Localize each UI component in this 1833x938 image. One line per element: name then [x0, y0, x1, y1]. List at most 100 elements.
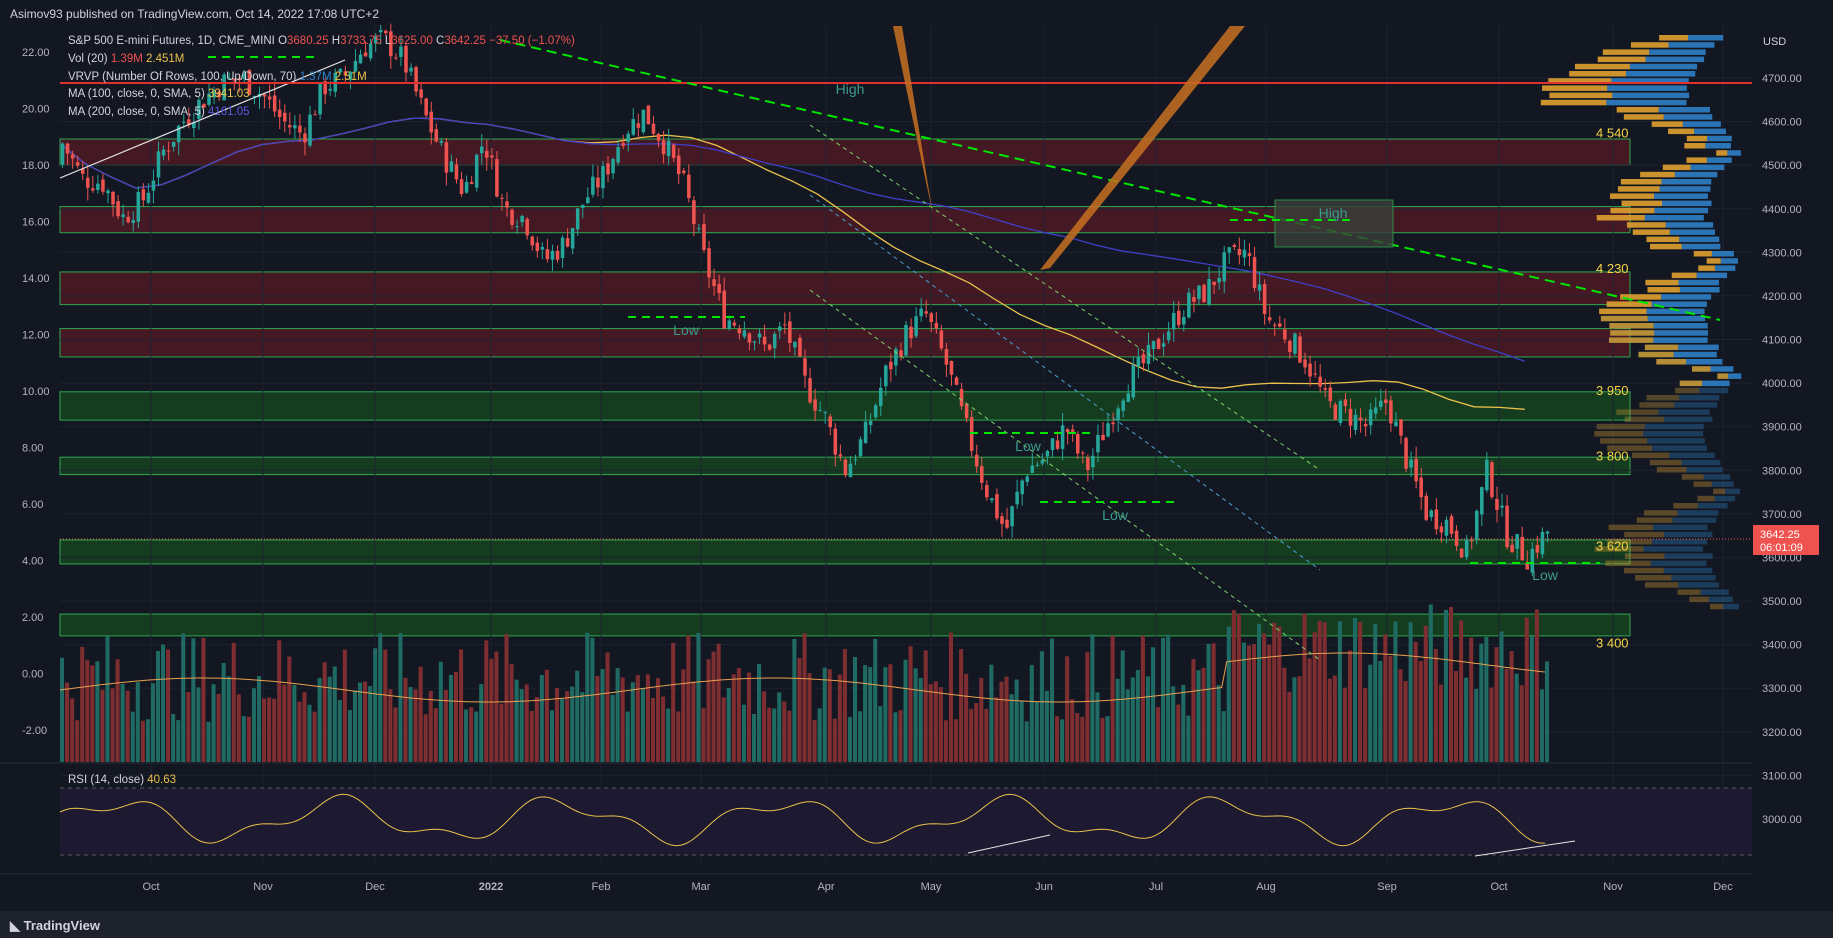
volume-bar: [1060, 719, 1065, 762]
vrvp-down-bar: [1623, 114, 1664, 120]
candle-body: [712, 279, 716, 287]
candle-body: [1480, 487, 1484, 515]
legend-vol: Vol (20) 1.39M 2.451M: [68, 53, 184, 65]
candle-body: [126, 216, 130, 223]
candle-body: [1187, 292, 1191, 318]
vrvp-down-bar: [1659, 35, 1688, 41]
vrvp-down-bar: [1675, 387, 1699, 394]
volume-bar: [1529, 636, 1534, 762]
vrvp-up-bar: [1651, 301, 1707, 307]
volume-bar: [812, 719, 817, 762]
volume-bar: [1145, 676, 1150, 762]
candle-body: [495, 159, 499, 197]
vrvp-down-bar: [1624, 553, 1665, 559]
left-tick: 0.00: [22, 669, 43, 681]
volume-bar: [1499, 631, 1504, 762]
left-tick: 20.00: [22, 104, 50, 116]
volume-bar: [1353, 617, 1358, 762]
candle-body: [75, 162, 80, 166]
vrvp-down-bar: [1668, 128, 1695, 135]
candle-body: [1005, 519, 1009, 528]
volume-bar: [736, 668, 741, 762]
candle-body: [399, 46, 403, 57]
volume-bar: [964, 673, 969, 762]
candle-body: [1040, 460, 1045, 464]
candle-body: [646, 105, 651, 125]
vrvp-down-bar: [1600, 438, 1648, 444]
volume-bar: [1085, 652, 1090, 762]
volume-bar: [777, 692, 782, 762]
volume-bar: [1448, 606, 1454, 762]
volume-bar: [1166, 634, 1171, 762]
price-tick: 4000.00: [1762, 378, 1802, 390]
volume-bar: [913, 668, 918, 762]
annotation-low: Low: [673, 322, 700, 338]
volume-bar: [731, 674, 736, 762]
volume-bar: [312, 711, 317, 762]
vrvp-down-bar: [1594, 546, 1644, 552]
vrvp-down-bar: [1606, 301, 1652, 307]
candle-body: [1409, 459, 1413, 468]
candle-body: [995, 494, 999, 519]
vrvp-down-bar: [1620, 179, 1662, 185]
vrvp-up-bar: [1663, 114, 1713, 120]
candle-body: [1535, 545, 1540, 553]
candle-body: [136, 192, 141, 222]
candle-body: [1540, 531, 1545, 555]
volume-bar: [534, 697, 539, 762]
volume-bar: [807, 673, 812, 762]
volume-bar: [408, 687, 413, 762]
candle-body: [722, 290, 726, 329]
candle-body: [1434, 509, 1439, 530]
candle-body: [490, 155, 494, 158]
candle-body: [1065, 429, 1070, 433]
x-tick: Sep: [1377, 881, 1397, 893]
candle-body: [176, 125, 181, 143]
volume-bar: [943, 720, 948, 762]
candle-body: [1368, 409, 1373, 426]
candle-body: [914, 316, 918, 337]
candle-body: [1121, 400, 1125, 411]
candle-body: [873, 405, 878, 418]
volume-bar: [1150, 647, 1156, 762]
volume-bar: [1070, 699, 1075, 762]
volume-bar: [792, 638, 797, 762]
volume-bar: [1095, 692, 1100, 762]
candle-body: [944, 349, 949, 365]
vrvp-up-bar: [1653, 337, 1708, 343]
vrvp-up-bar: [1645, 56, 1705, 63]
legend-ma200: MA (200, close, 0, SMA, 5) 4161.05: [68, 106, 250, 118]
candle-body: [884, 365, 888, 387]
volume-bar: [837, 674, 842, 762]
price-axis-unit: USD: [1763, 36, 1786, 48]
candle-body: [520, 215, 524, 223]
candle-body: [858, 439, 863, 457]
volume-bar: [565, 691, 570, 762]
vrvp-down-bar: [1693, 251, 1712, 257]
candle-body: [303, 133, 307, 143]
volume-bar: [236, 694, 241, 762]
legend-symbol: S&P 500 E-mini Futures, 1D, CME_MINI O36…: [68, 35, 575, 47]
candle-body: [1318, 376, 1322, 387]
volume-bar: [221, 662, 226, 762]
candle-body: [1091, 455, 1095, 468]
candle-body: [1444, 519, 1449, 536]
candle-body: [1192, 297, 1196, 302]
candle-body: [550, 250, 555, 260]
candle-body: [409, 67, 413, 72]
vrvp-down-bar: [1609, 193, 1655, 199]
volume-bar: [1393, 621, 1398, 762]
candle-body: [1384, 399, 1388, 404]
candle-body: [106, 190, 110, 194]
volume-bar: [201, 637, 206, 762]
tradingview-logo[interactable]: ◣ TradingView: [10, 918, 100, 933]
candle-body: [742, 330, 747, 337]
volume-bar: [1454, 670, 1459, 762]
candle-body: [368, 43, 373, 59]
candle-body: [651, 123, 656, 134]
volume-bar: [272, 698, 277, 762]
volume-bar: [1363, 688, 1368, 762]
vrvp-down-bar: [1569, 71, 1626, 77]
candle-body: [783, 324, 787, 326]
